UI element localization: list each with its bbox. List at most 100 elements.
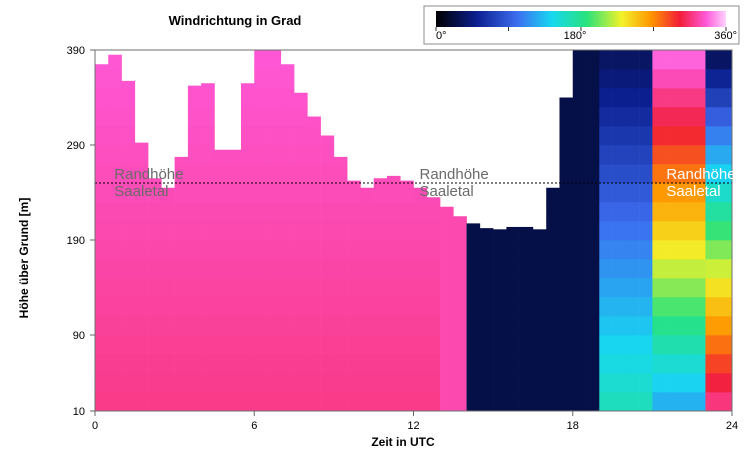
heatmap-cell	[108, 88, 122, 108]
heatmap-cell	[333, 297, 348, 317]
heatmap-cell	[466, 223, 481, 241]
heatmap-cell	[586, 221, 600, 241]
heatmap-cell	[559, 145, 574, 165]
heatmap-cell	[201, 202, 215, 222]
heatmap-cell	[559, 259, 574, 279]
heatmap-cell	[400, 392, 414, 412]
heatmap-cell	[307, 126, 321, 146]
heatmap-cell	[639, 126, 653, 146]
heatmap-cell	[559, 240, 574, 260]
heatmap-cell	[572, 202, 587, 222]
heatmap-cell	[267, 69, 282, 89]
heatmap-cell	[148, 259, 162, 279]
heatmap-cell	[227, 240, 242, 260]
heatmap-cell	[214, 335, 229, 355]
heatmap-cell	[95, 278, 109, 298]
heatmap-cell	[320, 240, 335, 260]
heatmap-cell	[692, 50, 706, 70]
heatmap-cell	[718, 335, 733, 355]
heatmap-cell	[174, 183, 189, 203]
heatmap-cell	[254, 221, 268, 241]
heatmap-cell	[254, 69, 268, 89]
heatmap-cell	[254, 392, 268, 412]
heatmap-cell	[347, 259, 361, 279]
heatmap-cell	[572, 126, 587, 146]
heatmap-cell	[506, 373, 520, 393]
heatmap-cell	[572, 278, 587, 298]
heatmap-cell	[493, 278, 507, 298]
heatmap-cell	[240, 278, 255, 298]
heatmap-cell	[413, 335, 428, 355]
heatmap-cell	[307, 183, 321, 203]
heatmap-cell	[718, 164, 733, 184]
heatmap-cell	[506, 335, 520, 355]
heatmap-cell	[386, 175, 401, 184]
heatmap-cell	[333, 335, 348, 355]
heatmap-cell	[307, 240, 321, 260]
colorbar-ticks	[435, 27, 727, 31]
heatmap-cell	[652, 316, 666, 336]
heatmap-cell	[214, 354, 229, 374]
heatmap-cell	[652, 278, 666, 298]
heatmap-cell	[108, 278, 122, 298]
heatmap-cell	[612, 183, 627, 203]
heatmap-cell	[559, 183, 574, 203]
heatmap-cell	[493, 316, 507, 336]
heatmap-cell	[161, 297, 175, 317]
heatmap-cell	[599, 259, 613, 279]
heatmap-cell	[360, 354, 374, 374]
heatmap-cell	[148, 178, 162, 184]
heatmap-cell	[347, 392, 361, 412]
heatmap-cell	[254, 88, 268, 108]
heatmap-cell	[572, 88, 587, 108]
heatmap-cell	[625, 202, 640, 222]
heatmap-cell	[227, 164, 242, 184]
x-tick-label: 6	[251, 420, 257, 432]
heatmap-cell	[240, 392, 255, 412]
heatmap-cell	[280, 373, 295, 393]
heatmap-cell	[625, 278, 640, 298]
heatmap-cell	[373, 240, 388, 260]
heatmap-cell	[532, 259, 547, 279]
heatmap-cell	[333, 221, 348, 241]
heatmap-cell	[493, 259, 507, 279]
heatmap-cell	[572, 164, 587, 184]
heatmap-cell	[612, 202, 627, 222]
heatmap-cell	[214, 221, 229, 241]
heatmap-cell	[386, 297, 401, 317]
heatmap-cell	[678, 88, 693, 108]
heatmap-cell	[320, 297, 335, 317]
heatmap-cell	[572, 335, 587, 355]
heatmap-cell	[625, 221, 640, 241]
heatmap-cell	[426, 354, 441, 374]
heatmap-cell	[95, 202, 109, 222]
heatmap-cell	[227, 316, 242, 336]
heatmap-cell	[692, 335, 706, 355]
heatmap-cell	[400, 335, 414, 355]
heatmap-cell	[240, 316, 255, 336]
heatmap-cell	[280, 297, 295, 317]
heatmap-cell	[121, 240, 136, 260]
heatmap-cell	[214, 297, 229, 317]
heatmap-cell	[400, 221, 414, 241]
heatmap-cell	[546, 202, 560, 222]
heatmap-cell	[599, 88, 613, 108]
heatmap-cell	[294, 316, 308, 336]
heatmap-cell	[652, 107, 666, 127]
heatmap-cell	[718, 316, 733, 336]
heatmap-cell	[400, 259, 414, 279]
heatmap-cell	[572, 240, 587, 260]
heatmap-cell	[108, 221, 122, 241]
heatmap-cell	[227, 259, 242, 279]
heatmap-cell	[294, 202, 308, 222]
heatmap-cell	[320, 164, 335, 184]
heatmap-cell	[532, 278, 547, 298]
heatmap-cell	[121, 202, 136, 222]
heatmap-cell	[121, 145, 136, 165]
heatmap-cell	[546, 316, 560, 336]
heatmap-cell	[201, 221, 215, 241]
heatmap-cell	[506, 392, 520, 412]
heatmap-cell	[692, 164, 706, 184]
heatmap-cell	[174, 335, 189, 355]
heatmap-cell	[201, 259, 215, 279]
